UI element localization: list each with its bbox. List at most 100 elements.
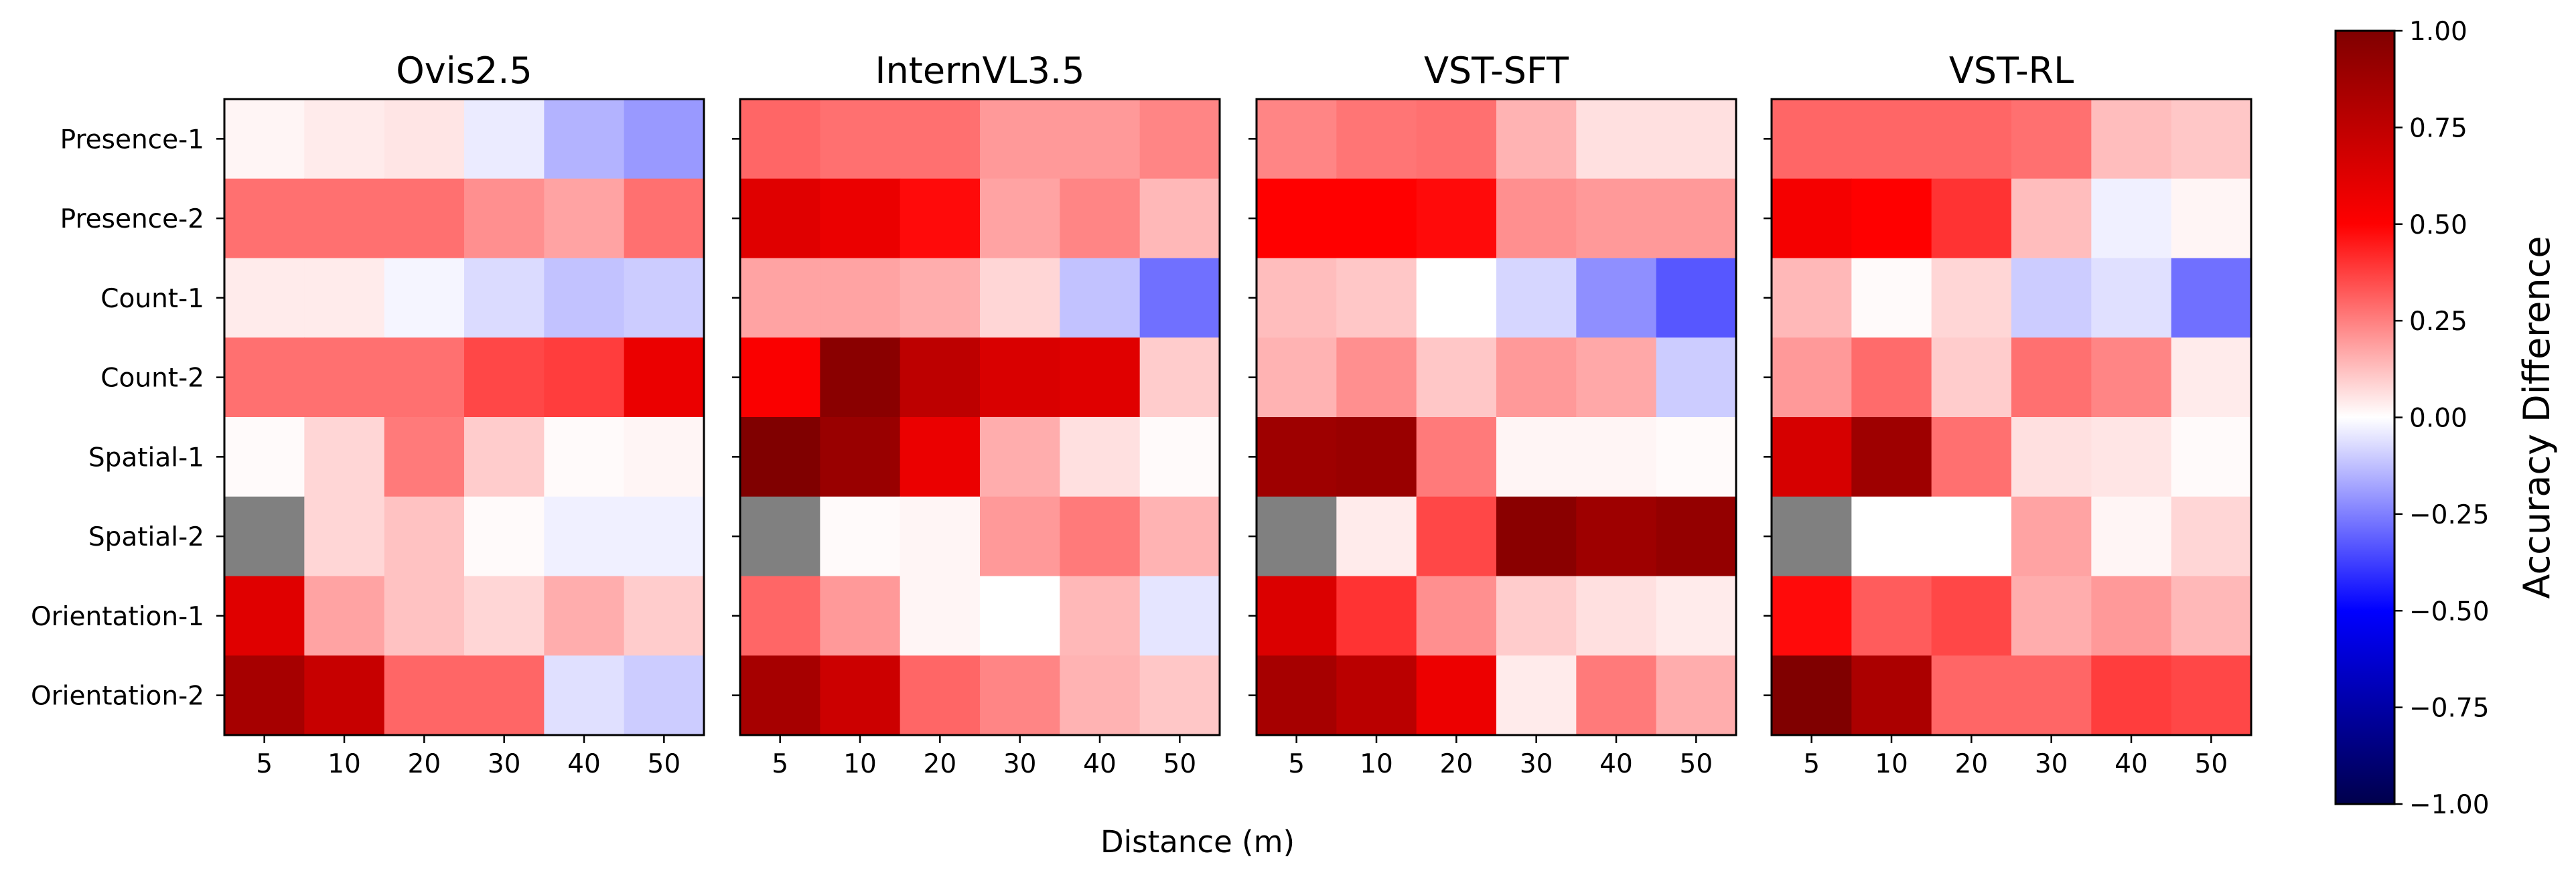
heatmap-cell-orientation-1-30 <box>980 576 1060 656</box>
heatmap-cell-orientation-1-5 <box>740 576 820 656</box>
panel-title: Ovis2.5 <box>396 50 532 92</box>
heatmap-cell-orientation-1-30 <box>2011 576 2092 656</box>
heatmap-cell-spatial-1-5 <box>1257 417 1337 497</box>
heatmap-cell-presence-2-20 <box>1416 178 1497 259</box>
heatmap-cell-presence-2-40 <box>1060 178 1141 259</box>
heatmap-cell-spatial-2-10 <box>820 496 901 577</box>
heatmap-cell-spatial-2-5 <box>1257 496 1337 577</box>
heatmap-cell-orientation-2-5 <box>224 655 305 736</box>
heatmap-cell-count-2-10 <box>304 337 385 418</box>
heatmap-cell-orientation-1-10 <box>820 576 901 656</box>
heatmap-cell-spatial-2-40 <box>1576 496 1657 577</box>
heatmap-cell-presence-1-5 <box>1257 99 1337 179</box>
x-tick-label: 10 <box>1875 749 1908 779</box>
heatmap-cell-orientation-1-40 <box>544 576 625 656</box>
colorbar-tick-label: −1.00 <box>2409 790 2490 820</box>
x-tick-label: 50 <box>2195 749 2228 779</box>
x-tick-label: 20 <box>1440 749 1474 779</box>
heatmap-cell-orientation-2-50 <box>624 655 705 736</box>
heatmap-cell-presence-1-20 <box>1931 99 2012 179</box>
heatmap-cell-count-2-30 <box>980 337 1060 418</box>
heatmap-cell-orientation-2-20 <box>900 655 981 736</box>
heatmap-cell-count-1-50 <box>2171 258 2252 338</box>
x-tick-label: 40 <box>2115 749 2148 779</box>
heatmap-cell-count-1-10 <box>820 258 901 338</box>
heatmap-cell-spatial-1-5 <box>740 417 820 497</box>
y-tick-label: Spatial-1 <box>88 443 204 473</box>
heatmap-cell-presence-2-20 <box>384 178 465 259</box>
heatmap-cell-orientation-2-5 <box>740 655 820 736</box>
heatmap-cell-presence-2-10 <box>304 178 385 259</box>
x-tick-label: 10 <box>1360 749 1393 779</box>
heatmap-cell-orientation-2-30 <box>2011 655 2092 736</box>
heatmap-cell-spatial-2-20 <box>1416 496 1497 577</box>
x-tick-label: 40 <box>1599 749 1633 779</box>
heatmap-cell-count-2-40 <box>1060 337 1141 418</box>
heatmap-cell-count-2-30 <box>1496 337 1577 418</box>
heatmap-cell-count-2-40 <box>544 337 625 418</box>
heatmap-cell-spatial-2-10 <box>1336 496 1417 577</box>
heatmap-cell-spatial-2-50 <box>624 496 705 577</box>
heatmap-cell-spatial-1-10 <box>1851 417 1932 497</box>
heatmap-cell-orientation-2-10 <box>1851 655 1932 736</box>
heatmap-panel-ovis2-5: Ovis2.5 5 10 20 30 40 50 Presence-1 Presence-2 Co… <box>31 50 705 779</box>
heatmap-cell-count-1-20 <box>1416 258 1497 338</box>
heatmap-cell-presence-1-10 <box>820 99 901 179</box>
heatmap-cell-orientation-1-10 <box>1851 576 1932 656</box>
heatmap-cell-presence-2-40 <box>1576 178 1657 259</box>
heatmap-cell-orientation-2-40 <box>544 655 625 736</box>
colorbar-tick-label: 0.25 <box>2409 307 2467 337</box>
heatmap-cell-presence-1-50 <box>1139 99 1220 179</box>
heatmap-cell-presence-1-30 <box>464 99 545 179</box>
heatmap-cell-spatial-1-5 <box>1772 417 1852 497</box>
panel-frame <box>1255 98 1737 736</box>
heatmap-cell-orientation-2-40 <box>1060 655 1141 736</box>
heatmap-cell-spatial-2-30 <box>1496 496 1577 577</box>
heatmap-cell-spatial-2-30 <box>980 496 1060 577</box>
heatmap-cell-count-1-20 <box>900 258 981 338</box>
heatmap-cell-orientation-2-30 <box>1496 655 1577 736</box>
x-tick-label: 30 <box>488 749 521 779</box>
heatmap-cell-orientation-2-20 <box>1416 655 1497 736</box>
heatmap-cell-count-2-50 <box>2171 337 2252 418</box>
heatmap-cell-spatial-1-40 <box>1576 417 1657 497</box>
heatmap-cell-presence-1-50 <box>2171 99 2252 179</box>
heatmap-cell-count-2-20 <box>1416 337 1497 418</box>
heatmap-cell-presence-2-50 <box>1139 178 1220 259</box>
heatmap-cell-spatial-2-40 <box>2091 496 2172 577</box>
x-tick-label: 30 <box>2035 749 2068 779</box>
colorbar-tick-label: 0.75 <box>2409 113 2467 143</box>
heatmap-cell-orientation-1-10 <box>304 576 385 656</box>
heatmap-cell-presence-2-5 <box>740 178 820 259</box>
heatmap-cell-spatial-1-30 <box>2011 417 2092 497</box>
heatmap-cell-presence-1-40 <box>1576 99 1657 179</box>
panel-frame <box>1770 98 2252 736</box>
heatmap-cell-presence-2-5 <box>1257 178 1337 259</box>
x-tick-label: 10 <box>328 749 361 779</box>
y-tick-label: Presence-2 <box>60 204 204 234</box>
heatmap-cell-presence-1-40 <box>2091 99 2172 179</box>
heatmap-cell-presence-2-30 <box>2011 178 2092 259</box>
panel-title: VST-RL <box>1949 50 2074 92</box>
x-tick-label: 50 <box>1680 749 1713 779</box>
heatmap-cell-count-2-5 <box>224 337 305 418</box>
heatmap-cell-spatial-2-20 <box>1931 496 2012 577</box>
heatmap-cell-orientation-2-5 <box>1772 655 1852 736</box>
heatmap-cell-spatial-1-50 <box>1656 417 1737 497</box>
x-tick-label: 20 <box>408 749 441 779</box>
x-tick-label: 10 <box>843 749 877 779</box>
heatmap-cell-presence-1-10 <box>1851 99 1932 179</box>
heatmap-cell-orientation-1-30 <box>1496 576 1577 656</box>
x-tick-label: 40 <box>1083 749 1117 779</box>
x-tick-label: 40 <box>567 749 601 779</box>
heatmap-cell-count-1-40 <box>2091 258 2172 338</box>
heatmap-cell-presence-1-20 <box>384 99 465 179</box>
colorbar-tick-label: −0.25 <box>2409 500 2490 530</box>
colorbar-ticks: 1.00 0.75 0.50 0.25 0.00 −0.25 −0.50 −0.75 −1.00 <box>2394 17 2490 820</box>
heatmap-cell-count-2-5 <box>740 337 820 418</box>
heatmap-cell-spatial-1-50 <box>1139 417 1220 497</box>
heatmap-cell-count-1-50 <box>1139 258 1220 338</box>
heatmap-cell-presence-1-20 <box>900 99 981 179</box>
heatmap-cell-spatial-2-40 <box>544 496 625 577</box>
heatmap-cell-orientation-1-5 <box>1257 576 1337 656</box>
